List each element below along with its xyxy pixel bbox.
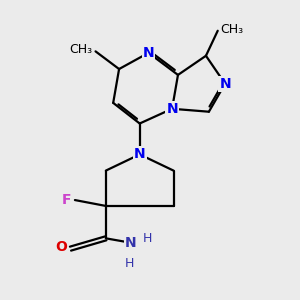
- Text: N: N: [125, 236, 137, 250]
- Text: H: H: [125, 257, 134, 270]
- Text: F: F: [62, 193, 71, 207]
- Text: O: O: [55, 240, 67, 254]
- Text: N: N: [134, 147, 146, 161]
- Text: CH₃: CH₃: [221, 23, 244, 36]
- Text: CH₃: CH₃: [70, 44, 93, 56]
- Text: N: N: [166, 102, 178, 116]
- Text: N: N: [143, 46, 154, 60]
- Text: H: H: [142, 232, 152, 245]
- Text: N: N: [219, 77, 231, 91]
